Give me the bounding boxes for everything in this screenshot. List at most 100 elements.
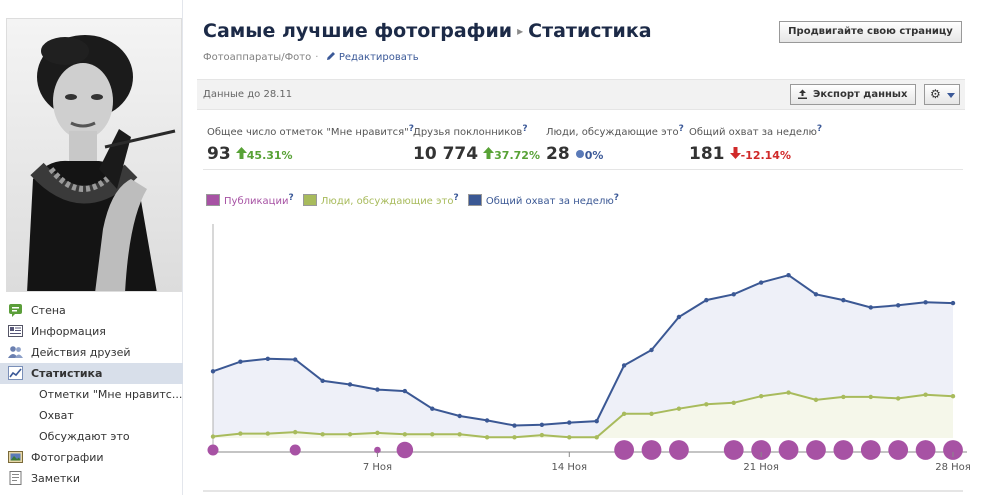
- reach-point[interactable]: [238, 359, 243, 364]
- post-bubble[interactable]: [943, 440, 963, 460]
- help-icon[interactable]: ?: [522, 124, 528, 134]
- talking-point[interactable]: [238, 431, 243, 436]
- post-bubble[interactable]: [374, 446, 381, 454]
- help-icon[interactable]: ?: [678, 124, 684, 134]
- reach-point[interactable]: [567, 420, 572, 425]
- post-bubble[interactable]: [396, 441, 414, 459]
- nav-subitem-likes[interactable]: Отметки "Мне нравитс...: [39, 388, 183, 401]
- nav-subitem-reach[interactable]: Охват: [39, 409, 74, 422]
- talking-point[interactable]: [402, 432, 408, 437]
- page-category[interactable]: Фотоаппараты/Фото: [203, 52, 312, 63]
- reach-point[interactable]: [758, 280, 764, 285]
- talking-point[interactable]: [621, 411, 627, 416]
- talking-point[interactable]: [347, 432, 353, 437]
- reach-point[interactable]: [402, 388, 408, 394]
- arrow-up-icon: [483, 147, 495, 159]
- reach-point[interactable]: [265, 356, 271, 361]
- reach-point[interactable]: [539, 422, 545, 427]
- profile-picture[interactable]: [6, 18, 182, 292]
- reach-point[interactable]: [594, 418, 599, 424]
- export-data-button[interactable]: Экспорт данных: [790, 84, 916, 105]
- reach-point[interactable]: [621, 363, 627, 368]
- legend-label: Люди, обсуждающие это: [320, 196, 454, 207]
- talking-point[interactable]: [293, 429, 298, 435]
- talking-point[interactable]: [895, 396, 901, 401]
- talking-point[interactable]: [210, 434, 216, 439]
- reach-point[interactable]: [375, 387, 380, 392]
- promote-page-button[interactable]: Продвигайте свою страницу: [779, 21, 962, 43]
- post-bubble[interactable]: [806, 440, 826, 460]
- post-bubble[interactable]: [289, 444, 301, 456]
- reach-point[interactable]: [895, 303, 901, 308]
- nav-item-insights[interactable]: Статистика: [0, 363, 183, 384]
- help-icon[interactable]: ?: [288, 193, 294, 203]
- reach-point[interactable]: [649, 347, 654, 353]
- page-name-link[interactable]: Самые лучшие фотографии: [203, 20, 513, 42]
- nav-item-notes[interactable]: Заметки: [0, 468, 183, 489]
- talking-point[interactable]: [704, 402, 709, 407]
- talking-point[interactable]: [430, 432, 435, 437]
- talking-point[interactable]: [676, 406, 682, 411]
- talking-point[interactable]: [484, 435, 490, 440]
- post-bubble[interactable]: [641, 440, 662, 460]
- reach-point[interactable]: [841, 297, 846, 303]
- nav-item-friend-activity[interactable]: Действия друзей: [0, 342, 183, 363]
- talking-point[interactable]: [731, 400, 736, 405]
- edit-page-link[interactable]: Редактировать: [326, 52, 419, 63]
- nav-item-info[interactable]: Информация: [0, 321, 183, 342]
- reach-point[interactable]: [868, 305, 873, 310]
- settings-dropdown-button[interactable]: ⚙: [924, 84, 960, 105]
- post-bubble[interactable]: [207, 444, 219, 456]
- help-icon[interactable]: ?: [408, 124, 415, 134]
- talking-point[interactable]: [320, 432, 325, 437]
- talking-point[interactable]: [950, 394, 956, 399]
- talking-point[interactable]: [813, 397, 819, 403]
- reach-point[interactable]: [347, 382, 353, 387]
- reach-point[interactable]: [512, 423, 517, 428]
- talking-point[interactable]: [567, 435, 572, 440]
- post-bubble[interactable]: [614, 440, 635, 460]
- reach-point[interactable]: [457, 413, 462, 419]
- post-bubble[interactable]: [723, 440, 744, 460]
- talking-point[interactable]: [594, 435, 599, 440]
- reach-point[interactable]: [923, 300, 928, 305]
- help-icon[interactable]: ?: [816, 124, 823, 134]
- reach-point[interactable]: [813, 292, 819, 297]
- reach-point[interactable]: [430, 406, 435, 411]
- reach-point[interactable]: [484, 418, 490, 423]
- reach-point[interactable]: [293, 357, 298, 362]
- nav-item-photos[interactable]: Фотографии: [0, 447, 183, 468]
- legend-item-posts[interactable]: Публикации?: [206, 193, 294, 207]
- nav-item-wall[interactable]: Стена: [0, 300, 183, 321]
- reach-point[interactable]: [704, 297, 709, 303]
- post-bubble[interactable]: [669, 440, 689, 460]
- legend-item-talking[interactable]: Люди, обсуждающие это?: [302, 193, 459, 207]
- reach-point[interactable]: [676, 314, 682, 320]
- post-bubble[interactable]: [888, 440, 909, 460]
- talking-point[interactable]: [265, 431, 271, 436]
- talking-point[interactable]: [841, 394, 846, 400]
- reach-point[interactable]: [950, 300, 956, 306]
- talking-point[interactable]: [457, 432, 462, 437]
- help-icon[interactable]: ?: [453, 193, 459, 203]
- talking-point[interactable]: [868, 394, 873, 400]
- reach-point[interactable]: [786, 273, 791, 278]
- talking-point[interactable]: [923, 392, 928, 397]
- talking-point[interactable]: [758, 394, 764, 399]
- talking-point[interactable]: [539, 432, 545, 438]
- reach-point[interactable]: [320, 378, 325, 383]
- talking-point[interactable]: [786, 390, 791, 395]
- help-icon[interactable]: ?: [613, 193, 619, 203]
- post-bubble[interactable]: [860, 440, 881, 460]
- talking-point[interactable]: [375, 430, 380, 436]
- nav-subitem-talking-about[interactable]: Обсуждают это: [39, 430, 130, 443]
- legend-item-reach[interactable]: Общий охват за неделю?: [467, 193, 619, 207]
- reach-point[interactable]: [731, 292, 736, 297]
- post-bubble[interactable]: [778, 440, 799, 460]
- reach-point[interactable]: [210, 369, 216, 374]
- post-bubble[interactable]: [915, 440, 936, 460]
- post-bubble[interactable]: [751, 440, 772, 460]
- talking-point[interactable]: [649, 411, 654, 416]
- post-bubble[interactable]: [833, 440, 854, 460]
- talking-point[interactable]: [512, 435, 517, 440]
